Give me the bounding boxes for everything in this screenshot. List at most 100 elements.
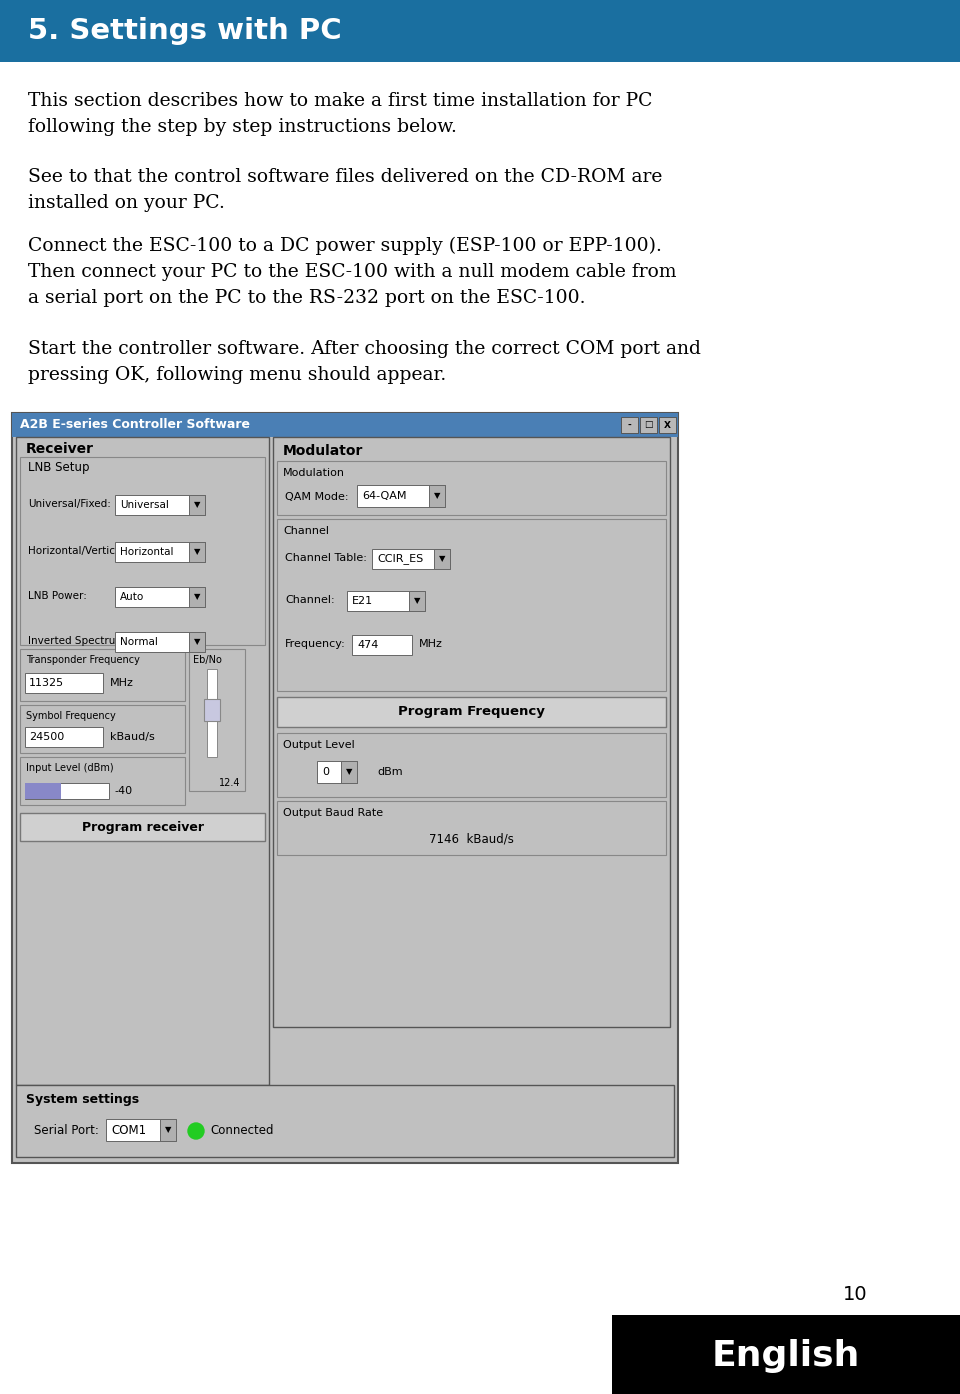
Bar: [0, 0, 960, 61]
Text: 24500: 24500: [29, 732, 64, 742]
Text: ▼: ▼: [194, 548, 201, 556]
Text: E21: E21: [352, 597, 373, 606]
Bar: [189, 631, 205, 652]
Bar: [317, 761, 357, 783]
Text: 11325: 11325: [29, 677, 64, 689]
Bar: [160, 1119, 176, 1142]
Bar: [25, 783, 61, 799]
Text: Horizontal: Horizontal: [120, 546, 174, 558]
Text: ▼: ▼: [194, 500, 201, 509]
Text: Receiver: Receiver: [26, 442, 94, 456]
Text: Transponder Frequency: Transponder Frequency: [26, 655, 140, 665]
Text: Horizontal/Vertical:: Horizontal/Vertical:: [28, 546, 128, 556]
Text: Modulation: Modulation: [283, 468, 345, 478]
Bar: [273, 436, 670, 1027]
Text: Symbol Frequency: Symbol Frequency: [26, 711, 116, 721]
Text: English: English: [711, 1340, 860, 1373]
Text: Input Level (dBm): Input Level (dBm): [26, 763, 113, 774]
Text: Frequency:: Frequency:: [285, 638, 346, 650]
Bar: [277, 461, 666, 514]
Text: ▼: ▼: [414, 597, 420, 605]
Bar: [207, 669, 217, 757]
Text: dBm: dBm: [377, 767, 402, 776]
Bar: [20, 705, 185, 753]
Bar: [12, 413, 678, 436]
Text: kBaud/s: kBaud/s: [110, 732, 155, 742]
Text: 7146  kBaud/s: 7146 kBaud/s: [429, 832, 514, 846]
Text: Connected: Connected: [210, 1125, 274, 1138]
Bar: [189, 650, 245, 790]
Text: Channel Table:: Channel Table:: [285, 553, 367, 563]
Text: -40: -40: [114, 786, 132, 796]
Bar: [25, 783, 109, 799]
Text: Modulator: Modulator: [283, 445, 364, 459]
Bar: [25, 673, 103, 693]
Bar: [347, 591, 425, 611]
Text: Normal: Normal: [120, 637, 157, 647]
Bar: [277, 802, 666, 855]
Text: 5. Settings with PC: 5. Settings with PC: [28, 17, 342, 45]
Text: X: X: [663, 421, 670, 429]
Bar: [659, 417, 676, 434]
Text: Connect the ESC-100 to a DC power supply (ESP-100 or EPP-100).
Then connect your: Connect the ESC-100 to a DC power supply…: [28, 237, 677, 307]
Bar: [277, 697, 666, 728]
Text: Output Baud Rate: Output Baud Rate: [283, 809, 383, 818]
Text: 12.4: 12.4: [219, 778, 241, 788]
Bar: [115, 587, 205, 606]
Bar: [189, 587, 205, 606]
Text: Eb/No: Eb/No: [193, 655, 222, 665]
Text: This section describes how to make a first time installation for PC
following th: This section describes how to make a fir…: [28, 92, 653, 135]
Text: ▼: ▼: [439, 555, 445, 563]
Text: Inverted Spectrum:: Inverted Spectrum:: [28, 636, 130, 645]
Bar: [372, 549, 450, 569]
Text: Serial Port:: Serial Port:: [34, 1125, 99, 1138]
Text: 0: 0: [322, 767, 329, 776]
Bar: [409, 591, 425, 611]
Text: 64-QAM: 64-QAM: [362, 491, 406, 500]
Bar: [20, 757, 185, 804]
Text: ▼: ▼: [434, 492, 441, 500]
Bar: [434, 549, 450, 569]
Bar: [12, 413, 678, 1163]
Bar: [621, 417, 638, 434]
Bar: [341, 761, 357, 783]
Bar: [16, 1085, 674, 1157]
Bar: [204, 698, 220, 721]
Text: Output Level: Output Level: [283, 740, 355, 750]
Text: QAM Mode:: QAM Mode:: [285, 492, 348, 502]
Text: CCIR_ES: CCIR_ES: [377, 553, 423, 565]
Bar: [189, 495, 205, 514]
Bar: [20, 457, 265, 645]
Bar: [189, 542, 205, 562]
Bar: [277, 733, 666, 797]
Text: System settings: System settings: [26, 1093, 139, 1105]
Text: -: -: [627, 421, 631, 429]
Text: Auto: Auto: [120, 592, 144, 602]
Text: □: □: [644, 421, 652, 429]
Text: Universal: Universal: [120, 500, 169, 510]
Circle shape: [188, 1124, 204, 1139]
Text: Start the controller software. After choosing the correct COM port and
pressing : Start the controller software. After cho…: [28, 340, 701, 383]
Text: COM1: COM1: [111, 1124, 146, 1136]
Bar: [640, 417, 657, 434]
Bar: [115, 542, 205, 562]
Bar: [20, 650, 185, 701]
Text: Program receiver: Program receiver: [82, 821, 204, 834]
Bar: [16, 436, 269, 1085]
Text: 474: 474: [357, 640, 378, 650]
Bar: [352, 636, 412, 655]
Bar: [115, 631, 205, 652]
Bar: [612, 1315, 960, 1394]
Bar: [277, 519, 666, 691]
Text: MHz: MHz: [110, 677, 133, 689]
Text: 10: 10: [843, 1285, 867, 1305]
Text: LNB Setup: LNB Setup: [28, 461, 89, 474]
Bar: [429, 485, 445, 507]
Text: A2B E-series Controller Software: A2B E-series Controller Software: [20, 418, 250, 432]
Text: Universal/Fixed:: Universal/Fixed:: [28, 499, 110, 509]
Text: ▼: ▼: [346, 768, 352, 776]
Bar: [106, 1119, 176, 1142]
Bar: [357, 485, 445, 507]
Text: ▼: ▼: [165, 1125, 171, 1135]
Text: ▼: ▼: [194, 637, 201, 647]
